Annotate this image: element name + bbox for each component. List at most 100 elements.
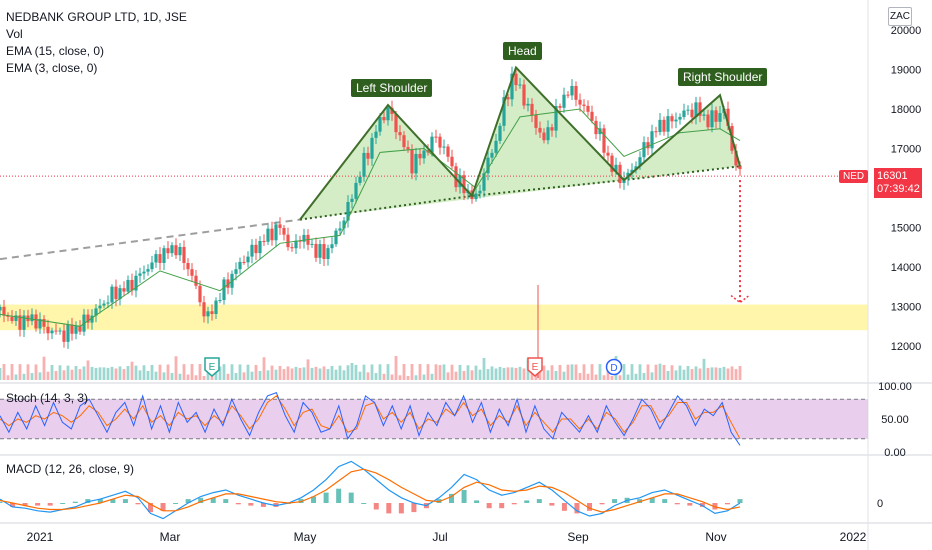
candle-body <box>258 240 262 254</box>
price-tick-label: 14000 <box>891 262 922 274</box>
candle-body <box>262 240 266 242</box>
candle-body <box>298 240 302 242</box>
candle-body <box>126 279 130 292</box>
macd-hist-bar <box>235 503 241 505</box>
macd-hist-bar <box>185 499 191 503</box>
candle-body <box>422 150 426 159</box>
candle-body <box>94 308 98 316</box>
dividend-marker[interactable]: D <box>605 358 623 376</box>
candle-body <box>654 131 658 133</box>
macd-hist-bar <box>97 499 103 503</box>
candle-body <box>46 326 50 334</box>
candle-body <box>294 240 298 249</box>
macd-histogram <box>0 488 743 514</box>
volume-bar <box>30 373 34 380</box>
volume-bar <box>674 370 678 380</box>
candle-body <box>254 244 258 254</box>
candle-body <box>658 119 662 133</box>
volume-bar <box>146 370 150 380</box>
candle-body <box>330 244 334 249</box>
macd-hist-bar <box>373 503 379 510</box>
candle-body <box>442 146 446 148</box>
candle-body <box>302 234 306 242</box>
candle-body <box>710 110 714 128</box>
volume-bar <box>258 370 262 380</box>
candle-body <box>190 269 194 276</box>
volume-bar <box>218 366 222 380</box>
candle-body <box>66 324 70 342</box>
candle-body <box>646 142 650 149</box>
macd-hist-bar <box>386 503 392 514</box>
volume-bar <box>734 369 738 380</box>
time-tick-label: May <box>294 530 317 544</box>
right-shoulder-label: Right Shoulder <box>678 68 768 86</box>
volume-bar <box>494 368 498 380</box>
stoch-d-line <box>0 395 741 440</box>
candle-body <box>574 85 578 100</box>
volume-bar <box>306 359 310 380</box>
earnings-marker[interactable]: E <box>204 357 220 377</box>
candle-body <box>2 306 6 316</box>
volume-bar <box>718 367 722 380</box>
candle-body <box>454 166 458 188</box>
candle-body <box>158 254 162 263</box>
svg-text:D: D <box>610 363 617 374</box>
volume-bar <box>86 360 90 380</box>
ema15-legend: EMA (15, close, 0) <box>6 44 105 58</box>
macd-tick-label: 0 <box>877 498 883 510</box>
candle-body <box>250 244 254 257</box>
macd-hist-bar <box>148 503 154 513</box>
candle-body <box>210 311 214 315</box>
macd-hist-bar <box>361 503 367 504</box>
earnings-marker[interactable]: E <box>527 357 543 377</box>
volume-bar <box>98 367 102 380</box>
volume-bar <box>166 364 170 380</box>
volume-bar <box>250 371 254 380</box>
bar-countdown: 07:39:42 <box>877 183 920 195</box>
candle-body <box>498 125 502 141</box>
price-axis[interactable]: 2000019000180001700016000150001400013000… <box>891 25 922 353</box>
candle-body <box>666 116 670 132</box>
candle-body <box>214 300 218 315</box>
volume-bar <box>574 364 578 380</box>
candle-body <box>554 106 558 131</box>
candle-body <box>274 224 278 241</box>
candle-body <box>682 110 686 117</box>
macd-hist-bar <box>511 503 517 505</box>
candle-body <box>142 271 146 274</box>
candle-body <box>670 116 674 122</box>
candle-body <box>58 330 62 332</box>
volume-bar <box>430 373 434 380</box>
macd-hist-bar <box>135 503 141 505</box>
candle-body <box>434 136 438 138</box>
volume-bar <box>666 370 670 380</box>
volume-bar <box>70 369 74 380</box>
volume-bar <box>498 366 502 380</box>
time-axis[interactable]: 2021 Mar May Jul Sep Nov 2022 <box>27 530 867 544</box>
currency-scale-button[interactable]: ZAC <box>888 7 912 26</box>
candle-body <box>630 169 634 173</box>
volume-bar <box>26 364 30 380</box>
volume-bar <box>210 375 214 380</box>
volume-bar <box>242 372 246 380</box>
macd-hist-bar <box>248 503 254 506</box>
candle-body <box>206 311 210 317</box>
candle-body <box>14 315 18 321</box>
price-tick-label: 20000 <box>891 25 922 37</box>
volume-bar <box>442 364 446 380</box>
volume-bar <box>122 369 126 380</box>
candle-body <box>642 142 646 158</box>
time-tick-label: Mar <box>160 530 181 544</box>
volume-bar <box>54 370 58 380</box>
volume-bar <box>346 365 350 380</box>
candle-body <box>326 248 330 259</box>
candle-body <box>562 94 566 108</box>
volume-bar <box>334 369 338 380</box>
candle-body <box>102 303 106 306</box>
volume-bar <box>378 364 382 380</box>
volume-bar <box>398 375 402 380</box>
volume-bar <box>510 367 514 380</box>
volume-bar <box>350 362 354 380</box>
volume-bar <box>610 375 614 380</box>
